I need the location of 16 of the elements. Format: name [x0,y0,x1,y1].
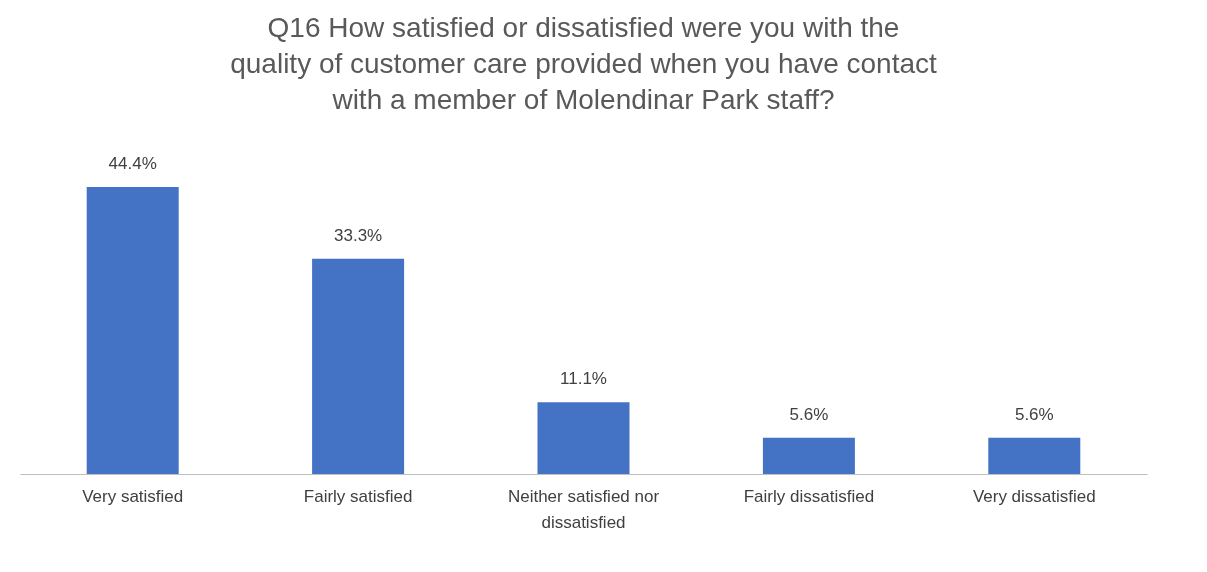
data-label: 44.4% [108,154,157,173]
x-tick-label: Very dissatisfied [972,486,1096,506]
data-label: 33.3% [334,225,383,245]
x-tick-label: Neither satisfied nor dissatisfied [507,486,660,532]
bar [537,402,630,474]
bar [312,258,405,474]
data-label: 5.6% [789,404,829,424]
bar [86,187,179,474]
x-tick-label: Very satisfied [82,486,184,506]
chart-title: Q16 How satisfied or dissatisfied were you with the quality of customer care provided when you have contact with a member of Molendinar Park staff? [230,12,938,115]
bar [762,437,855,474]
data-label: 5.6% [1014,404,1054,424]
bar [988,437,1081,474]
data-label: 11.1% [560,369,607,389]
x-tick-label: Fairly dissatisfied [743,486,875,506]
x-tick-label: Fairly satisfied [303,486,413,506]
